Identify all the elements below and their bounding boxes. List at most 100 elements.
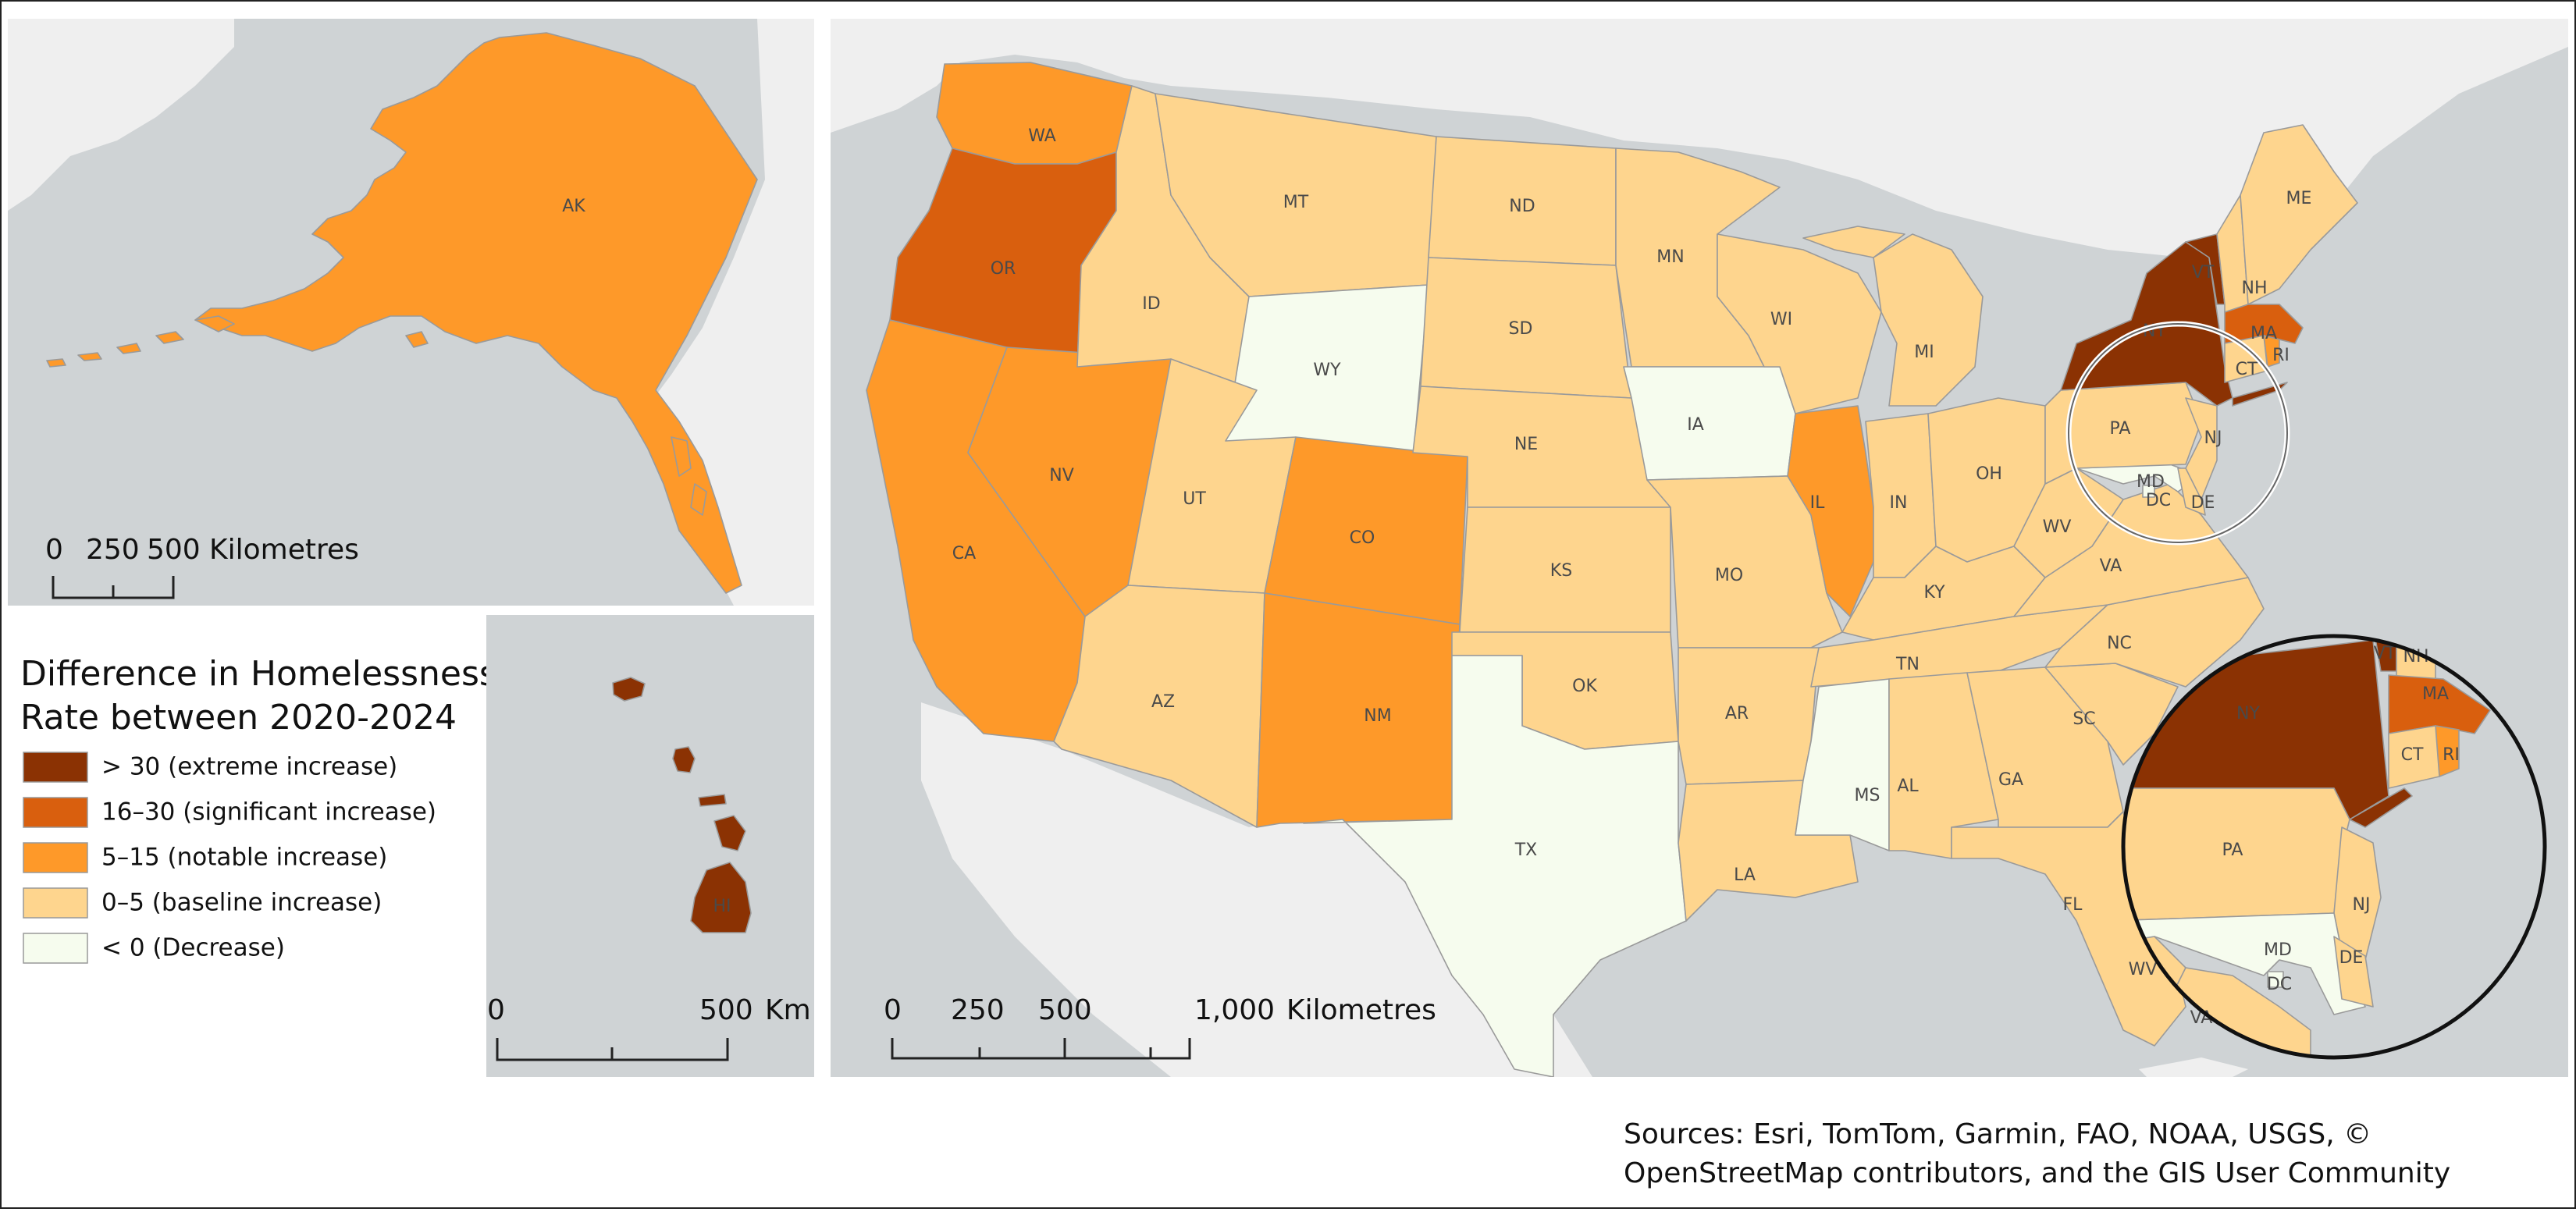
canada-land [831,19,2568,281]
label-CT: CT [2236,360,2258,379]
us-scale-tick-0: 0 [884,994,902,1026]
state-AK-islands [405,331,707,516]
legend-label-notable: 5–15 (notable increase) [101,844,387,872]
label-DE: DE [2191,493,2215,513]
state-DC [2142,485,2155,498]
cuba-land [2139,1057,2248,1077]
label-NC: NC [2107,634,2132,653]
zoom-state-CT [2388,725,2440,789]
state-MI [1802,226,1984,407]
zoom-inset-border [2121,634,2547,1060]
zoom-label-CT: CT [2401,745,2424,765]
label-DC: DC [2146,491,2171,510]
label-MN: MN [1656,247,1684,267]
label-LA: LA [1734,865,1756,885]
label-ID: ID [1142,294,1160,314]
label-UT: UT [1183,489,1206,509]
label-ND: ND [1509,197,1535,216]
hi-scale-tick-500: 500 [699,994,753,1026]
label-HI: HI [713,897,731,916]
zoom-label-DE: DE [2339,948,2364,968]
us-scale-tick-1000: 1,000 [1194,994,1275,1026]
label-TX: TX [1514,841,1538,860]
us-scale-tick-500: 500 [1038,994,1092,1026]
label-MA: MA [2250,324,2277,343]
sources-line2: OpenStreetMap contributors, and the GIS … [1624,1157,2450,1189]
zoom-label-PA: PA [2222,841,2243,860]
legend-label-extreme: > 30 (extreme increase) [101,753,397,781]
hawaii-inset-water [486,615,814,1077]
us-scale-line [891,1038,1191,1060]
ak-scale-unit: Kilometres [209,534,359,566]
zoom-state-DE [2333,936,2374,1008]
hi-scale-tick-0: 0 [487,994,505,1026]
ak-scale-tick-250: 250 [86,534,140,566]
northeast-locator-circle-outline [2068,323,2288,543]
state-RI [2263,335,2280,368]
hi-scale-line [496,1038,729,1061]
us-scale-tick-250: 250 [951,994,1005,1026]
state-NM [1256,592,1461,828]
legend-title-line1: Difference in Homelessness [20,654,497,694]
state-HI-oahu [672,746,696,773]
zoom-label-MA: MA [2422,684,2449,704]
legend-label-baseline: 0–5 (baseline increase) [101,889,382,917]
state-ME [2240,124,2358,305]
state-HI-kauai [612,677,646,702]
state-HI-maui [713,815,746,851]
zoom-label-NJ: NJ [2353,895,2371,915]
alaska-scalebar: 0 250 500 Kilometres [45,534,359,599]
label-NJ: NJ [2204,428,2222,448]
label-PA: PA [2110,419,2131,439]
zoom-label-VT: VT [2374,644,2396,663]
label-KS: KS [1550,561,1572,581]
russia-land-ak [8,19,234,211]
legend-swatch-baseline [23,887,88,919]
mexico-land [921,702,1592,1077]
label-AL: AL [1897,777,1919,796]
label-AR: AR [1725,704,1749,723]
state-VT [2185,233,2226,305]
label-OR: OR [991,259,1016,279]
state-HI-molokai [698,794,727,807]
label-MS: MS [1855,786,1880,805]
ak-scale-tick-0: 0 [45,534,63,566]
state-IA [1623,366,1796,481]
sources-line1: Sources: Esri, TomTom, Garmin, FAO, NOAA… [1624,1118,2371,1150]
zoom-label-MD: MD [2264,940,2292,960]
label-WA: WA [1028,126,1056,146]
label-IL: IL [1810,493,1825,513]
hi-scale-unit: Km [765,994,811,1026]
label-MT: MT [1283,193,1309,212]
label-SD: SD [1509,319,1533,339]
legend-title-line2: Rate between 2020-2024 [20,698,457,738]
label-RI: RI [2272,346,2290,365]
label-IA: IA [1687,415,1704,435]
label-OK: OK [1572,677,1597,696]
label-TN: TN [1895,655,1920,674]
legend-swatch-extreme [23,752,88,783]
zoom-state-DC [2267,971,2284,988]
conus-map: WA OR CA NV ID MT WY UT AZ CO NM ND SD NE KS OK TX MN IA MO… [831,19,2568,1077]
legend: Difference in Homelessness Rate between … [20,654,497,964]
legend-swatch-decrease [23,933,88,964]
legend-label-significant: 16–30 (significant increase) [101,798,436,826]
state-AK [194,32,758,594]
zoom-label-WV: WV [2129,960,2158,979]
zoom-label-NY: NY [2236,704,2260,723]
label-SC: SC [2073,709,2095,729]
state-IL [1787,405,1874,617]
label-GA: GA [1998,770,2023,790]
label-NM: NM [1364,706,1391,726]
label-OH: OH [1976,464,2002,484]
label-KY: KY [1923,583,1945,602]
legend-swatch-significant [23,797,88,828]
conus-scalebar: 0 250 500 1,000 Kilometres [884,994,1436,1060]
sources-attribution: Sources: Esri, TomTom, Garmin, FAO, NOAA… [1624,1118,2450,1189]
ak-scale-tick-500: 500 [147,534,201,566]
alaska-inset: AK 0 250 500 Kilometres [8,19,814,606]
hawaii-inset: HI 0 500 Km [486,615,814,1077]
